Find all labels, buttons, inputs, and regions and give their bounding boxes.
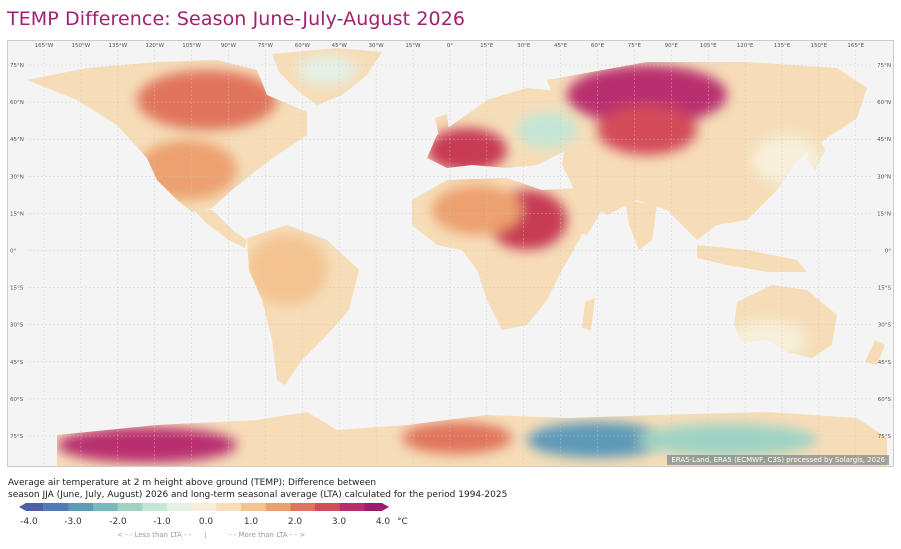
longitude-label: 90°E: [665, 43, 679, 49]
legend-swatch: [167, 503, 192, 511]
legend-tick: -1.0: [153, 517, 171, 527]
legend-swatch: [19, 503, 44, 511]
longitude-labels-top: 165°W 150°W 135°W 120°W 105°W 90°W 75°W 60°W 45°…: [35, 43, 865, 49]
legend-tick: -2.0: [109, 517, 127, 527]
map-description: Average air temperature at 2 m height ab…: [8, 477, 507, 501]
longitude-label: 30°W: [369, 43, 385, 49]
latitude-labels-right: 75°N 60°N 45°N 30°N 15°N 0° 15°S 30°S 45°S 60°S 75…: [877, 63, 891, 440]
legend-less-note: < - - Less than LTA - -: [117, 531, 192, 539]
longitude-label: 120°W: [145, 43, 164, 49]
legend-swatch: [93, 503, 118, 511]
longitude-label: 135°E: [774, 43, 791, 49]
latitude-label: 45°S: [10, 360, 24, 366]
description-line-1: Average air temperature at 2 m height ab…: [8, 478, 377, 488]
latitude-label: 15°N: [877, 211, 891, 217]
legend-tick-labels: -4.0 -3.0 -2.0 -1.0 0.0 1.0 2.0 3.0 4.0: [20, 517, 390, 527]
latitude-label: 0°: [10, 249, 16, 255]
legend-swatch: [117, 503, 143, 511]
latitude-label: 75°S: [10, 434, 24, 440]
longitude-label: 90°W: [221, 43, 237, 49]
longitude-label: 45°W: [332, 43, 348, 49]
latitude-label: 30°S: [10, 323, 24, 329]
latitude-label: 45°S: [878, 360, 892, 366]
legend-swatch: [142, 503, 168, 511]
legend-tick: -3.0: [64, 517, 82, 527]
latitude-label: 60°S: [10, 397, 24, 403]
longitude-label: 30°E: [517, 43, 531, 49]
legend-tick: 1.0: [244, 517, 259, 527]
legend-color-bar: [19, 503, 389, 511]
latitude-label: 75°S: [878, 434, 892, 440]
longitude-label: 15°E: [480, 43, 494, 49]
latitude-label: 60°N: [10, 100, 24, 106]
longitude-label: 165°W: [35, 43, 54, 49]
description-line-2: season JJA (June, July, August) 2026 and…: [8, 490, 508, 500]
legend-swatch: [315, 503, 340, 511]
latitude-label: 45°N: [877, 137, 891, 143]
data-credit: ERA5-Land, ERA5 (ECMWF, C3S) processed b…: [667, 455, 889, 465]
legend-swatch: [241, 503, 266, 511]
latitude-label: 45°N: [10, 137, 24, 143]
longitude-label: 120°E: [737, 43, 754, 49]
legend-tick: 0.0: [199, 517, 214, 527]
legend-tick: 4.0: [376, 517, 391, 527]
longitude-label: 105°W: [182, 43, 201, 49]
legend-tick: 3.0: [332, 517, 347, 527]
longitude-label: 150°E: [811, 43, 828, 49]
map-frame: [7, 40, 894, 467]
legend-swatch: [68, 503, 94, 511]
legend-unit: °C: [397, 517, 408, 527]
legend-swatch: [216, 503, 242, 511]
longitude-label: 0°: [447, 43, 453, 49]
latitude-label: 0°: [885, 249, 891, 255]
legend-tick: -4.0: [20, 517, 38, 527]
longitude-label: 60°W: [295, 43, 311, 49]
longitude-label: 135°W: [108, 43, 127, 49]
longitude-label: 105°E: [700, 43, 717, 49]
longitude-label: 150°W: [72, 43, 91, 49]
latitude-label: 75°N: [10, 63, 24, 69]
longitude-label: 60°E: [591, 43, 605, 49]
latitude-label: 75°N: [877, 63, 891, 69]
latitude-label: 15°N: [10, 211, 24, 217]
graticule-lines: [29, 50, 872, 467]
temperature-difference-map[interactable]: 165°W 150°W 135°W 120°W 105°W 90°W 75°W 60°W 45°…: [7, 40, 894, 467]
longitude-label: 165°E: [847, 43, 864, 49]
legend-swatch: [191, 503, 217, 511]
latitude-label: 15°S: [10, 286, 24, 292]
latitude-label: 15°S: [878, 286, 892, 292]
latitude-label: 30°N: [10, 174, 24, 180]
longitude-label: 15°W: [405, 43, 421, 49]
legend-swatch: [265, 503, 291, 511]
legend-separator: |: [204, 531, 206, 539]
latitude-labels-left: 75°N 60°N 45°N 30°N 15°N 0° 15°S 30°S 45°S 60°S 75…: [10, 63, 24, 440]
color-legend: -4.0 -3.0 -2.0 -1.0 0.0 1.0 2.0 3.0 4.0 °C < - -…: [7, 500, 427, 545]
legend-swatch: [339, 503, 365, 511]
legend-swatch: [364, 503, 389, 511]
latitude-label: 60°N: [877, 100, 891, 106]
latitude-label: 60°S: [878, 397, 892, 403]
legend-more-note: - - More than LTA - - >: [229, 531, 305, 539]
legend-swatch: [290, 503, 316, 511]
map-title: TEMP Difference: Season June-July-August…: [7, 8, 466, 30]
legend-tick: 2.0: [288, 517, 303, 527]
latitude-label: 30°S: [878, 323, 892, 329]
longitude-label: 75°W: [258, 43, 274, 49]
latitude-label: 30°N: [877, 174, 891, 180]
legend-swatch: [43, 503, 69, 511]
longitude-label: 75°E: [628, 43, 642, 49]
longitude-label: 45°E: [554, 43, 568, 49]
